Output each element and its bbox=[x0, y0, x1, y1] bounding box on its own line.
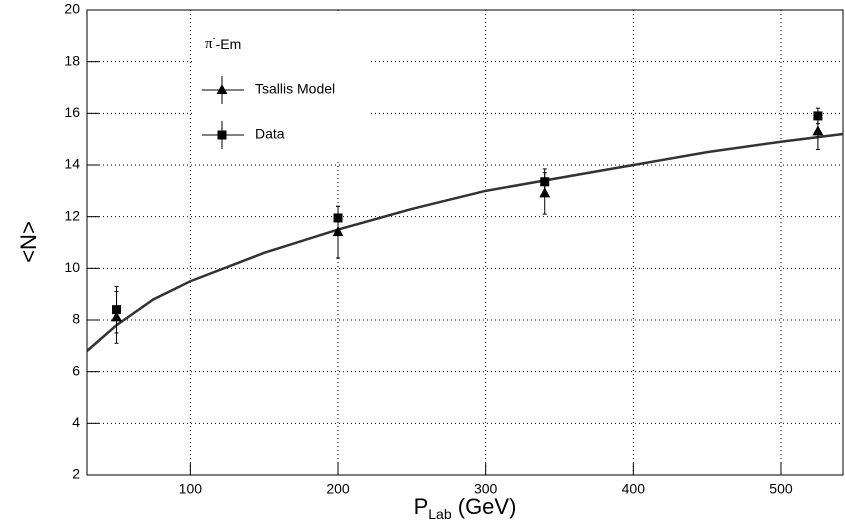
marker bbox=[332, 226, 344, 237]
legend-label: Data bbox=[255, 126, 285, 142]
y-tick-label: 16 bbox=[64, 104, 80, 120]
x-axis-label-main: P bbox=[414, 494, 429, 519]
annotation-main: π bbox=[205, 36, 213, 52]
marker bbox=[112, 305, 122, 315]
annotation-rest: -Em bbox=[216, 36, 242, 52]
y-tick-label: 4 bbox=[72, 414, 80, 430]
x-tick-label: 300 bbox=[474, 481, 498, 497]
legend-marker bbox=[216, 84, 228, 94]
x-axis-label-sub: Lab bbox=[428, 506, 452, 522]
y-tick-label: 20 bbox=[64, 1, 80, 17]
y-tick-label: 18 bbox=[64, 52, 80, 68]
y-tick-label: 10 bbox=[64, 259, 80, 275]
y-tick-label: 8 bbox=[72, 311, 80, 327]
x-tick-label: 500 bbox=[769, 481, 793, 497]
marker bbox=[812, 125, 824, 136]
fit-curve bbox=[86, 132, 844, 352]
y-tick-label: 2 bbox=[72, 466, 80, 482]
x-tick-label: 200 bbox=[326, 481, 350, 497]
y-axis-label: <N> bbox=[16, 221, 41, 263]
marker bbox=[540, 177, 550, 187]
legend-marker bbox=[217, 130, 227, 140]
annotation-sup: - bbox=[213, 33, 216, 43]
y-tick-label: 12 bbox=[64, 207, 80, 223]
annotation: π--Em bbox=[205, 33, 241, 52]
legend-label: Tsallis Model bbox=[255, 81, 335, 97]
x-tick-label: 400 bbox=[622, 481, 646, 497]
x-tick-label: 100 bbox=[179, 481, 203, 497]
marker bbox=[333, 213, 343, 223]
y-tick-label: 14 bbox=[64, 156, 80, 172]
y-tick-label: 6 bbox=[72, 362, 80, 378]
plot-frame bbox=[86, 9, 844, 476]
x-axis-label-unit: (GeV) bbox=[452, 494, 517, 519]
marker bbox=[813, 111, 823, 121]
x-axis-label: PLab (GeV) bbox=[414, 494, 517, 522]
